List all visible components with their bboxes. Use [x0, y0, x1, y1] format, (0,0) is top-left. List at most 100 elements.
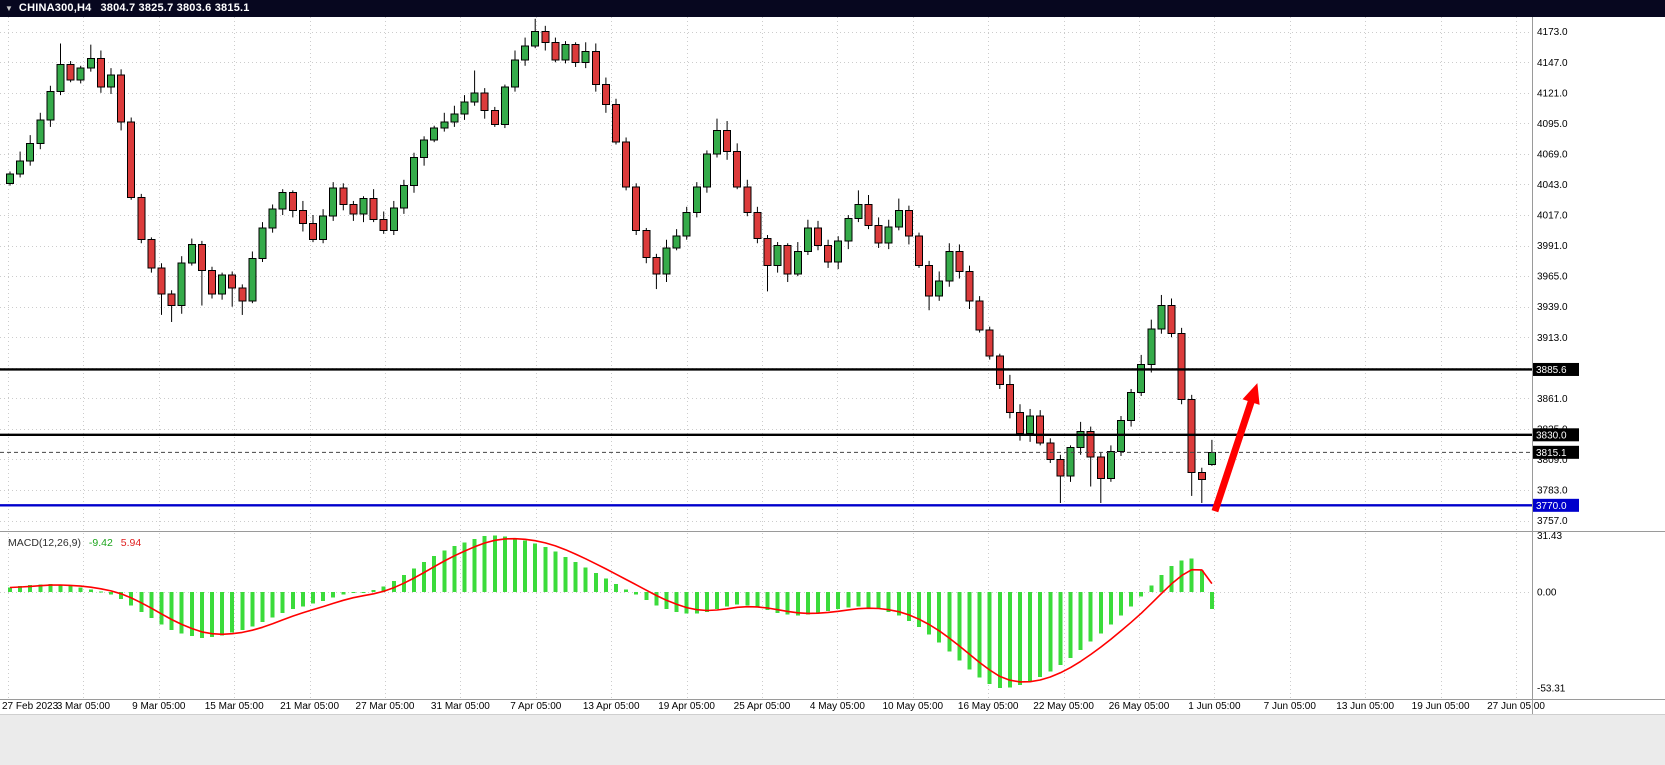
candlestick	[440, 121, 449, 129]
candlestick	[157, 267, 166, 295]
candlestick	[743, 186, 752, 214]
candlestick	[309, 222, 317, 241]
candlestick	[218, 274, 227, 295]
candlestick	[904, 209, 913, 237]
svg-text:4121.0: 4121.0	[1537, 88, 1568, 99]
svg-text:3830.0: 3830.0	[1536, 430, 1567, 441]
candlestick	[561, 44, 570, 61]
svg-text:4017.0: 4017.0	[1537, 211, 1568, 222]
symbol-timeframe-label: CHINA300,H4	[18, 2, 92, 14]
candlestick	[268, 208, 277, 229]
candlestick	[1036, 415, 1045, 444]
svg-text:15 Mar 05:00: 15 Mar 05:00	[205, 701, 264, 712]
candlestick	[975, 300, 984, 331]
candlestick	[359, 198, 368, 215]
svg-text:13 Apr 05:00: 13 Apr 05:00	[583, 701, 640, 712]
candlestick	[1076, 430, 1085, 449]
candlestick	[137, 196, 146, 241]
candlestick	[632, 186, 641, 231]
candlestick	[672, 235, 681, 249]
candlestick	[682, 212, 691, 237]
svg-text:3757.0: 3757.0	[1537, 516, 1568, 527]
svg-text:-53.31: -53.31	[1537, 684, 1566, 695]
candlestick	[339, 187, 348, 205]
candlestick	[1197, 471, 1206, 480]
candlestick	[1167, 305, 1176, 335]
candlestick	[258, 227, 267, 260]
candlestick	[894, 209, 903, 228]
candlestick	[66, 64, 75, 81]
symbol-dropdown-icon[interactable]: ▼	[5, 4, 13, 13]
candlestick	[147, 239, 156, 269]
macd-name: MACD(12,26,9)	[8, 537, 81, 549]
candlestick	[460, 101, 469, 115]
macd-indicator-label: MACD(12,26,9) -9.42 5.94	[8, 537, 141, 549]
candlestick	[763, 238, 772, 267]
candlestick	[470, 92, 479, 103]
candlestick	[985, 329, 994, 357]
candlestick	[521, 45, 530, 61]
candlestick	[1056, 458, 1065, 477]
candlestick	[713, 129, 721, 155]
candlestick	[935, 280, 944, 297]
candlestick	[410, 156, 418, 187]
candlestick	[803, 227, 812, 252]
svg-text:3991.0: 3991.0	[1537, 241, 1568, 252]
candlestick	[874, 225, 883, 244]
svg-text:0.00: 0.00	[1537, 588, 1557, 599]
candlestick	[167, 293, 176, 307]
candlestick	[6, 173, 14, 184]
current-price-badge	[1533, 445, 1579, 459]
window-bottom-strip	[0, 714, 1665, 765]
candlestick	[884, 226, 893, 244]
svg-text:4147.0: 4147.0	[1537, 58, 1568, 69]
svg-text:3770.0: 3770.0	[1536, 501, 1567, 512]
candlestick	[26, 142, 35, 162]
candlestick	[76, 67, 85, 81]
candlestick	[399, 185, 408, 209]
svg-text:3965.0: 3965.0	[1537, 272, 1568, 283]
candlestick	[915, 235, 923, 267]
svg-text:13 Jun 05:00: 13 Jun 05:00	[1336, 701, 1394, 712]
trend-arrow[interactable]	[1211, 383, 1260, 513]
candlestick	[945, 250, 954, 282]
candlestick	[702, 153, 711, 188]
candlestick	[369, 198, 378, 221]
candlestick	[238, 287, 247, 302]
chart-titlebar: ▼ CHINA300,H4 3804.7 3825.7 3803.6 3815.…	[0, 0, 1665, 17]
macd-main-value: -9.42	[88, 537, 113, 549]
svg-text:1 Jun 05:00: 1 Jun 05:00	[1188, 701, 1241, 712]
candlestick	[1046, 442, 1055, 460]
candlestick	[96, 58, 105, 88]
candlestick	[127, 121, 136, 198]
candlestick	[601, 84, 610, 106]
candlestick	[753, 212, 762, 240]
candlestick	[581, 51, 590, 63]
candlestick	[1106, 450, 1115, 479]
candlestick	[692, 186, 701, 214]
macd-signal-value: 5.94	[120, 537, 142, 549]
svg-text:7 Apr 05:00: 7 Apr 05:00	[510, 701, 562, 712]
candlestick	[1026, 415, 1035, 435]
candlestick	[46, 91, 55, 121]
candlestick	[349, 203, 358, 215]
price-badge-3830.0	[1533, 428, 1579, 442]
candlestick	[117, 74, 126, 123]
candlestick	[420, 139, 429, 158]
candlestick	[854, 203, 863, 220]
candlestick	[248, 258, 257, 302]
candlestick	[16, 160, 25, 175]
candlestick	[107, 74, 115, 88]
candlestick	[591, 51, 600, 86]
candlestick	[228, 274, 237, 289]
svg-text:26 May 05:00: 26 May 05:00	[1109, 701, 1170, 712]
candlestick	[1127, 391, 1136, 422]
svg-text:19 Jun 05:00: 19 Jun 05:00	[1412, 701, 1470, 712]
svg-text:16 May 05:00: 16 May 05:00	[958, 701, 1019, 712]
svg-text:3885.6: 3885.6	[1536, 365, 1567, 376]
candlestick	[955, 250, 964, 272]
svg-text:4095.0: 4095.0	[1537, 119, 1568, 130]
